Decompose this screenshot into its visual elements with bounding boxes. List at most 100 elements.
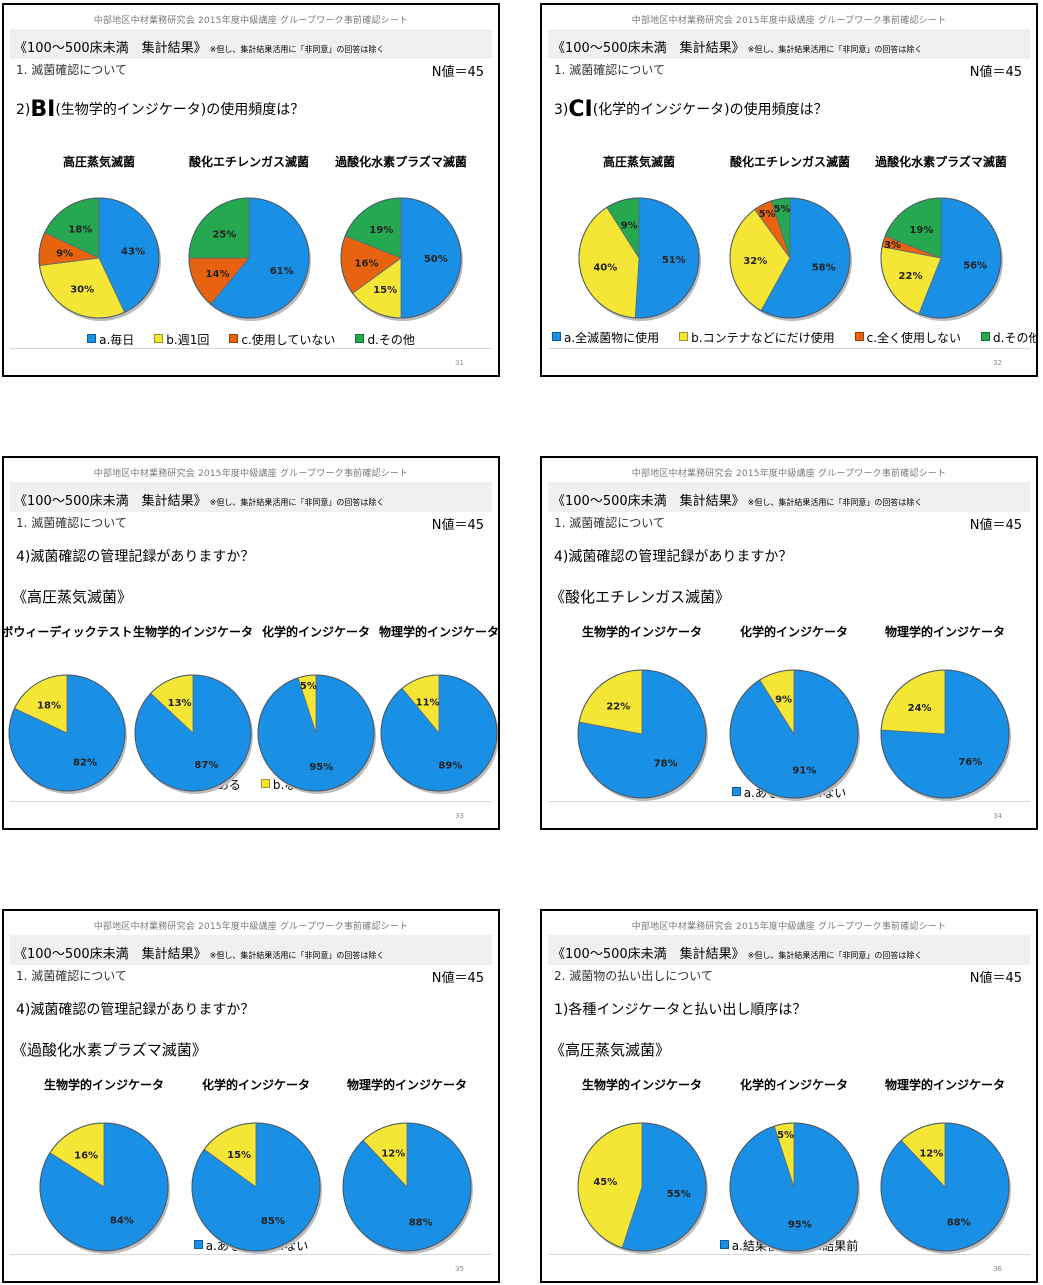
page-number: 34 (993, 812, 1002, 820)
slide-s33: 中部地区中材業務研究会 2015年度中級講座 グループワーク事前確認シート 《10… (2, 456, 500, 830)
slide-s36: 中部地区中材業務研究会 2015年度中級講座 グループワーク事前確認シート 《10… (540, 909, 1038, 1283)
pie-chart: 61% 14% 25% (188, 197, 311, 321)
band-title-text: 《100～500床未満 集計結果》 (14, 947, 207, 962)
pie-data-label: 5% (759, 209, 776, 220)
pie-chart: 50% 15% 16% 19% (340, 197, 463, 321)
legend-label: c.使用していない (241, 333, 336, 347)
pie-title: 過酸化水素プラズマ滅菌 (875, 155, 1007, 169)
legend-swatch (355, 334, 365, 343)
pie-data-label: 82% (73, 757, 97, 768)
pie-data-label: 43% (121, 246, 145, 257)
pie-rim (134, 674, 252, 792)
pie-title: 生物学的インジケータ (581, 625, 703, 639)
legend-swatch (719, 1240, 729, 1249)
n-value: N値＝45 (969, 971, 1022, 986)
n-value: N値＝45 (969, 518, 1022, 533)
question-prefix: 4) (16, 549, 31, 565)
pie-data-label: 58% (812, 263, 836, 274)
legend-item: d.その他 (355, 331, 415, 348)
legend-item: b.週1回 (154, 331, 209, 348)
page-number: 36 (993, 1265, 1002, 1273)
pie-chart: 51% 40% 9% (578, 197, 701, 321)
pie-rim (191, 1122, 321, 1252)
subheading: 《高圧蒸気滅菌》 (550, 1041, 671, 1059)
pie-rim (257, 674, 375, 792)
question-text: 各種インジケータと払い出し順序は？ (568, 1002, 807, 1018)
slide-header: 中部地区中材業務研究会 2015年度中級講座 グループワーク事前確認シート (631, 469, 947, 479)
band-title: 《100～500床未満 集計結果》 ※但し、集計結果活用に「非同意」の回答は除く (552, 943, 922, 962)
legend-label: a.全滅菌物に使用 (564, 331, 660, 345)
band-title: 《100～500床未満 集計結果》 ※但し、集計結果活用に「非同意」の回答は除く (14, 943, 384, 962)
legend-label: b.コンテナなどにだけ使用 (691, 331, 835, 345)
slide-header: 中部地区中材業務研究会 2015年度中級講座 グループワーク事前確認シート (93, 922, 409, 932)
section-label: 1. 滅菌確認について (16, 63, 127, 77)
pie-data-label: 18% (37, 701, 61, 712)
pie-title: 化学的インジケータ (201, 1078, 311, 1092)
question-prefix: 1) (554, 1002, 569, 1018)
legend-item: a.毎日 (87, 331, 134, 348)
legend-swatch (260, 779, 270, 788)
pie-chart: 95% 5% (729, 1122, 860, 1254)
slide-s31: 中部地区中材業務研究会 2015年度中級講座 グループワーク事前確認シート《10… (2, 3, 500, 377)
pie-chart: 91% 9% (729, 669, 860, 801)
band-note: ※但し、集計結果活用に「非同意」の回答は除く (209, 45, 385, 54)
pie-chart: 58% 32% 5%5% (729, 197, 852, 321)
pie-rim (577, 669, 707, 799)
pie-rim (577, 1122, 707, 1252)
slide-header: 中部地区中材業務研究会 2015年度中級講座 グループワーク事前確認シート (93, 16, 409, 26)
title-band: 《100～500床未満 集計結果》 ※但し、集計結果活用に「非同意」の回答は除く (10, 29, 492, 59)
section-label: 1. 滅菌確認について (16, 516, 127, 530)
legend-item: a.全滅菌物に使用 (552, 329, 659, 346)
pie-title: 化学的インジケータ (739, 625, 849, 639)
legend-swatch (981, 332, 991, 341)
band-note: ※但し、集計結果活用に「非同意」の回答は除く (209, 951, 385, 960)
pie-chart: 88% 12% (342, 1122, 473, 1254)
pie-data-label: 61% (270, 266, 294, 277)
pie-title: 物理学的インジケータ (884, 1078, 1006, 1092)
pie-rim (729, 1122, 859, 1252)
pie-rim (578, 197, 700, 319)
footer-rule (10, 348, 492, 349)
band-title-text: 《100～500床未満 集計結果》 (552, 947, 745, 962)
question: 4)滅菌確認の管理記録がありますか？ (16, 546, 254, 566)
legend-item: d.その他 (981, 329, 1036, 346)
subheading: 《高圧蒸気滅菌》 (12, 588, 133, 606)
pie-data-label: 5% (774, 204, 791, 215)
pie-chart: 55% 45% (577, 1122, 708, 1254)
n-value: N値＝45 (969, 65, 1022, 80)
legend-label: b.週1回 (166, 333, 210, 347)
question-text: 滅菌確認の管理記録がありますか？ (30, 1002, 255, 1018)
pie-data-label: 25% (212, 229, 236, 240)
title-band: 《100～500床未満 集計結果》 ※但し、集計結果活用に「非同意」の回答は除く (548, 482, 1030, 512)
question: 4)滅菌確認の管理記録がありますか？ (16, 999, 254, 1019)
band-title-text: 《100～500床未満 集計結果》 (14, 41, 207, 56)
pie-data-label: 95% (788, 1220, 812, 1231)
pie-title: 生物学的インジケータ (581, 1078, 703, 1092)
legend-swatch (552, 332, 561, 341)
pie-data-label: 56% (963, 261, 987, 272)
pie-chart: 95% 5% (257, 674, 376, 794)
page-number: 33 (455, 812, 464, 820)
page-number: 31 (455, 359, 464, 367)
page-number: 32 (993, 359, 1002, 367)
pie-data-label: 9% (775, 694, 792, 705)
section-label: 2. 滅菌物の払い出しについて (554, 969, 713, 983)
pie-rim (380, 674, 498, 792)
pie-chart: 84% 16% (39, 1122, 170, 1254)
question-text: (生物学的インジケータ)の使用頻度は？ (55, 102, 305, 118)
legend-label: a.毎日 (99, 333, 135, 347)
section-label: 1. 滅菌確認について (16, 969, 127, 983)
pie-rim (342, 1122, 472, 1252)
pie-rim (188, 197, 310, 319)
pie-data-label: 55% (667, 1189, 691, 1200)
band-title-text: 《100～500床未満 集計結果》 (552, 41, 745, 56)
pie-chart: 78% 22% (577, 669, 708, 801)
question: 4)滅菌確認の管理記録がありますか？ (554, 546, 792, 566)
legend-item: b.コンテナなどにだけ使用 (679, 329, 835, 346)
legend-label: d.その他 (367, 333, 415, 347)
pie-data-label: 50% (424, 254, 448, 265)
question-prefix: 2) (16, 102, 31, 118)
pie-data-label: 84% (110, 1216, 134, 1227)
pie-data-label: 22% (606, 701, 630, 712)
pie-rim (880, 1122, 1010, 1252)
